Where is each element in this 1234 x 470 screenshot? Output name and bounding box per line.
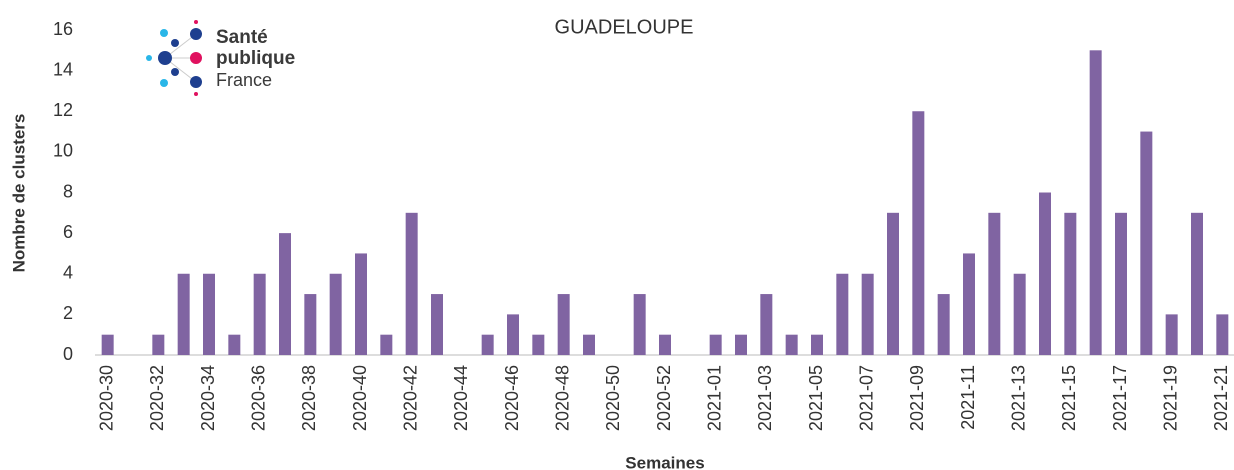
x-tick-label: 2020-46 [502, 365, 522, 431]
bar [760, 294, 773, 355]
x-tick-label: 2021-09 [907, 365, 927, 431]
x-tick-label: 2020-42 [400, 365, 420, 431]
x-tick-label: 2020-38 [299, 365, 319, 431]
logo-dot [190, 28, 202, 40]
bar [1039, 192, 1051, 355]
x-tick-label: 2021-15 [1059, 365, 1079, 431]
bar [912, 111, 925, 355]
bar [659, 334, 671, 355]
x-tick-label: 2021-19 [1160, 365, 1180, 431]
y-tick-label: 2 [63, 303, 73, 323]
y-tick-label: 6 [63, 222, 73, 242]
y-axis-label: Nombre de clusters [9, 114, 28, 273]
x-tick-label: 2020-52 [654, 365, 674, 431]
y-tick-label: 16 [53, 19, 73, 39]
bar [1216, 314, 1229, 355]
bar [380, 334, 393, 355]
y-tick-label: 12 [53, 100, 73, 120]
bar [405, 212, 418, 355]
bar [177, 273, 190, 355]
logo-dot [146, 55, 152, 61]
logo-dot [194, 92, 198, 96]
bar [937, 294, 950, 355]
bar [279, 233, 291, 355]
y-tick-label: 4 [63, 263, 73, 283]
bar [709, 334, 722, 355]
logo-dot [160, 79, 168, 87]
logo-text: Santé [216, 27, 268, 48]
bar [152, 334, 165, 355]
x-tick-label: 2020-50 [603, 365, 623, 431]
bar [785, 334, 798, 355]
chart-title: GUADELOUPE [555, 16, 694, 38]
bar [431, 294, 443, 355]
bar [1191, 212, 1203, 355]
logo: Santé publique France [146, 20, 295, 96]
bar [329, 273, 342, 355]
logo-text: France [216, 70, 272, 90]
x-tick-label: 2020-40 [350, 365, 370, 431]
x-tick-label: 2020-30 [96, 365, 116, 431]
x-tick-label: 2021-13 [1008, 365, 1028, 431]
bar [583, 334, 595, 355]
logo-dot [171, 68, 179, 76]
x-tick-label: 2021-03 [755, 365, 775, 431]
x-tick-label: 2020-44 [451, 365, 471, 431]
bar [532, 334, 545, 355]
bar [253, 273, 266, 355]
bar [963, 253, 975, 355]
y-tick-label: 8 [63, 181, 73, 201]
y-tick-label: 0 [63, 344, 73, 364]
bar [1115, 212, 1127, 355]
x-tick-label: 2021-21 [1211, 365, 1231, 431]
bar [988, 212, 1001, 355]
bar [836, 273, 849, 355]
bar [811, 334, 823, 355]
bar [1013, 273, 1026, 355]
logo-dot [190, 76, 202, 88]
bar [304, 294, 317, 355]
y-tick-label: 10 [53, 141, 73, 161]
bar [735, 334, 747, 355]
bar [861, 273, 874, 355]
bar [887, 212, 899, 355]
bar [355, 253, 367, 355]
bar [481, 334, 494, 355]
logo-dot [160, 29, 168, 37]
bar [1165, 314, 1178, 355]
logo-text: publique [216, 48, 295, 69]
logo-dot [190, 52, 202, 64]
x-tick-label: 2021-01 [704, 365, 724, 431]
bar [1140, 131, 1153, 355]
x-tick-label: 2021-17 [1110, 365, 1130, 431]
x-tick-label: 2021-11 [958, 365, 978, 430]
bar [557, 294, 570, 355]
bar [101, 334, 114, 355]
bar [203, 273, 215, 355]
logo-dot [194, 20, 198, 24]
bar [633, 294, 646, 355]
logo-dot [158, 51, 172, 65]
y-tick-label: 14 [53, 59, 73, 79]
x-tick-label: 2021-07 [856, 365, 876, 431]
logo-dot [171, 39, 179, 47]
bar [1089, 50, 1102, 355]
bar [1064, 212, 1077, 355]
x-tick-label: 2020-32 [147, 365, 167, 431]
x-tick-label: 2020-36 [248, 365, 268, 431]
x-axis-label: Semaines [625, 453, 704, 470]
x-tick-label: 2021-05 [806, 365, 826, 431]
x-tick-label: 2020-34 [198, 365, 218, 431]
bar [507, 314, 519, 355]
bar [228, 334, 241, 355]
x-tick-label: 2020-48 [552, 365, 572, 431]
